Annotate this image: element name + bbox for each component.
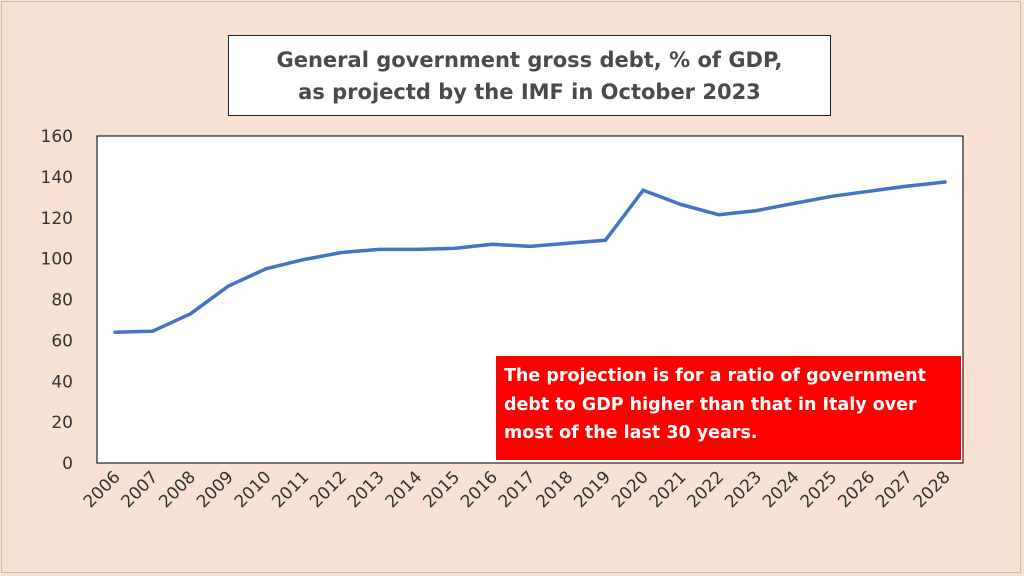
x-tick-label: 2021 <box>646 467 691 512</box>
data-point <box>603 238 608 242</box>
y-axis-ticks: 0 20 40 60 80 100 120 140 160 <box>41 127 73 474</box>
data-point <box>943 180 947 184</box>
data-point <box>867 189 872 193</box>
y-tick-label: 140 <box>41 168 73 188</box>
x-tick-label: 2008 <box>155 467 200 512</box>
x-tick-label: 2017 <box>495 467 540 512</box>
data-point <box>415 247 419 252</box>
x-tick-label: 2007 <box>118 467 163 512</box>
data-point <box>490 242 494 246</box>
chart-title-line-1: General government gross debt, % of GDP, <box>276 47 783 72</box>
data-point <box>226 284 230 288</box>
data-point <box>792 201 796 206</box>
data-point <box>905 184 909 188</box>
x-tick-label: 2015 <box>419 467 464 512</box>
y-tick-label: 40 <box>51 372 73 392</box>
x-tick-label: 2011 <box>268 467 313 512</box>
annotation-text: The projection is for a ratio of governm… <box>504 366 926 443</box>
data-point <box>528 244 532 248</box>
data-point <box>641 188 645 192</box>
x-tick-label: 2018 <box>533 467 578 512</box>
data-point <box>113 330 117 334</box>
y-tick-label: 60 <box>51 331 73 351</box>
annotation-box: The projection is for a ratio of governm… <box>496 356 961 460</box>
data-point <box>754 208 758 213</box>
y-tick-label: 0 <box>62 454 73 474</box>
data-point <box>452 246 457 251</box>
data-point <box>188 312 193 316</box>
y-tick-label: 160 <box>41 127 73 147</box>
y-tick-label: 120 <box>41 209 73 229</box>
data-point <box>302 258 306 262</box>
x-tick-label: 2016 <box>457 467 502 512</box>
data-point <box>339 250 343 255</box>
x-tick-label: 2025 <box>797 467 842 512</box>
x-tick-label: 2012 <box>306 467 351 512</box>
x-tick-label: 2022 <box>683 467 728 512</box>
x-tick-label: 2028 <box>910 467 955 512</box>
x-tick-label: 2027 <box>872 467 917 512</box>
x-tick-label: 2014 <box>382 467 427 512</box>
x-tick-label: 2013 <box>344 467 389 512</box>
data-point <box>151 329 155 333</box>
x-tick-label: 2026 <box>834 467 879 512</box>
y-tick-label: 80 <box>51 291 73 311</box>
chart-title-line-2: as projectd by the IMF in October 2023 <box>298 79 761 104</box>
x-tick-label: 2010 <box>231 467 276 512</box>
series-points <box>113 180 947 334</box>
x-tick-label: 2009 <box>193 467 238 512</box>
chart-title-box: General government gross debt, % of GDP,… <box>228 35 831 116</box>
data-point <box>377 247 381 252</box>
x-axis-ticks: 2006200720082009201020112012201320142015… <box>80 467 955 512</box>
data-point <box>679 202 683 207</box>
data-point <box>717 213 721 217</box>
y-tick-label: 100 <box>41 250 73 270</box>
x-tick-label: 2006 <box>80 467 125 512</box>
data-point <box>566 241 570 245</box>
x-tick-label: 2020 <box>608 467 653 512</box>
x-tick-label: 2023 <box>721 467 766 512</box>
data-point <box>830 194 834 198</box>
y-tick-label: 20 <box>51 413 73 433</box>
x-tick-label: 2024 <box>759 467 804 512</box>
data-point <box>264 267 268 271</box>
x-tick-label: 2019 <box>570 467 615 512</box>
